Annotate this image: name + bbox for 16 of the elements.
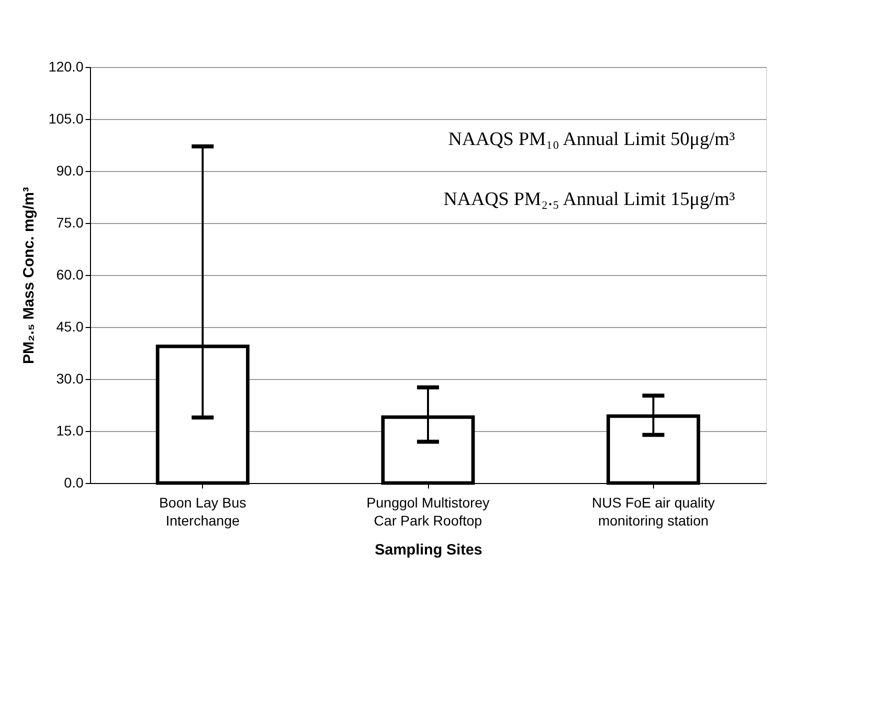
y-axis-title: PM₂.₅ Mass Conc. mg/m³ — [20, 187, 38, 364]
y-tick-label: 90.0 — [56, 162, 84, 178]
y-tick-label: 0.0 — [64, 474, 84, 490]
x-tick-label: Punggol Multistorey Car Park Rooftop — [366, 494, 490, 528]
y-tick-label: 75.0 — [56, 214, 84, 230]
y-tick-label: 30.0 — [56, 370, 84, 386]
y-tick-label: 15.0 — [56, 422, 84, 438]
y-tick-label: 105.0 — [48, 110, 84, 126]
x-tick-label: NUS FoE air quality monitoring station — [592, 494, 715, 528]
y-tick-label: 45.0 — [56, 318, 84, 334]
annotation: NAAQS PM₁₀ Annual Limit 50μg/m³ — [448, 129, 736, 150]
annotation: NAAQS PM₂.₅ Annual Limit 15μg/m³ — [444, 189, 736, 210]
y-tick-label: 60.0 — [56, 266, 84, 282]
x-axis-title: Sampling Sites — [374, 542, 482, 558]
x-tick-label: Boon Lay Bus Interchange — [159, 494, 246, 528]
y-tick-label: 120.0 — [48, 58, 84, 74]
